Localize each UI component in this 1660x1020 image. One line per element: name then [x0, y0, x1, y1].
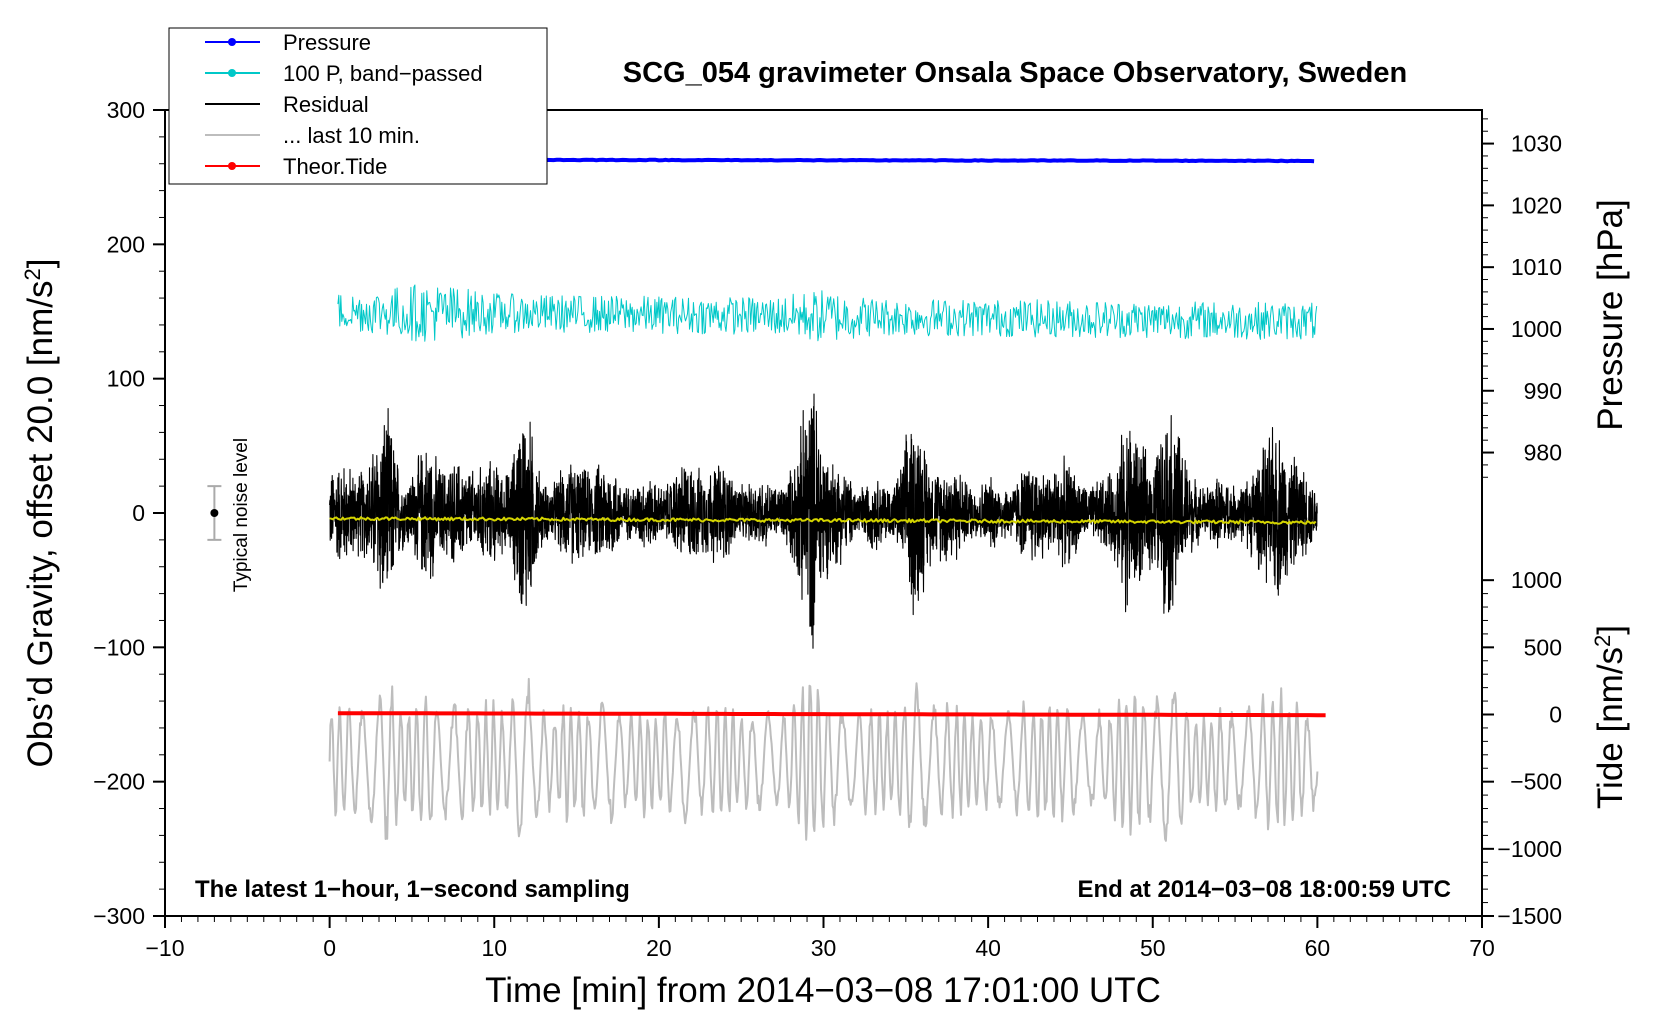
x-tick-label: 20 [646, 935, 672, 961]
x-tick-label: 30 [811, 935, 837, 961]
x-tick-label: 70 [1469, 935, 1495, 961]
legend: Pressure 100 P, band−passed Residual ... la… [168, 27, 548, 185]
legend-label: Theor.Tide [283, 154, 387, 179]
x-tick-label: 50 [1140, 935, 1166, 961]
y-axis-title-tide-end: ] [1591, 625, 1630, 635]
legend-box [168, 27, 548, 185]
series-residual-smoothed [329, 516, 1317, 525]
series-bandpassed-pressure [337, 284, 1318, 342]
x-tick-label: 60 [1305, 935, 1331, 961]
y-axis-title-left: Obs’d Gravity, offset 20.0 [nm/s2] [20, 259, 60, 768]
y-tick-label: 100 [107, 366, 145, 392]
x-tick-label: 0 [323, 935, 336, 961]
pressure-tick-label: 990 [1524, 378, 1562, 404]
legend-label: Residual [283, 92, 369, 117]
tide-tick-label: 500 [1524, 634, 1562, 660]
tide-tick-label: 1000 [1511, 567, 1562, 593]
y-tick-label: −300 [93, 903, 145, 929]
annotation-left: The latest 1−hour, 1−second sampling [195, 876, 630, 903]
legend-marker [228, 69, 236, 77]
x-axis-title: Time [min] from 2014−03−08 17:01:00 UTC [485, 971, 1161, 1010]
y-axis-title-tide-sup: 2 [1590, 635, 1615, 647]
legend-label: Pressure [283, 30, 371, 55]
x-tick-label: 40 [975, 935, 1001, 961]
noise-level-label: Typical noise level [231, 438, 252, 592]
y-tick-label: −100 [93, 634, 145, 660]
annotation-right: End at 2014−03−08 18:00:59 UTC [1077, 876, 1451, 903]
series-layer [207, 157, 1326, 842]
y-tick-label: 0 [132, 500, 145, 526]
pressure-tick-label: 1000 [1511, 316, 1562, 342]
x-tick-label: −10 [145, 935, 184, 961]
tide-tick-label: −1000 [1497, 836, 1562, 862]
pressure-tick-label: 1030 [1511, 131, 1562, 157]
noise-bar-center [210, 509, 219, 517]
pressure-tick-label: 1020 [1511, 192, 1562, 218]
x-tick-label: 10 [481, 935, 507, 961]
y-tick-label: −200 [93, 769, 145, 795]
y-axis-title-tide: Tide [nm/s2] [1590, 625, 1630, 809]
tide-tick-label: 0 [1549, 702, 1562, 728]
y-tick-label: 200 [107, 231, 145, 257]
y-axis-title-left-sup: 2 [20, 268, 45, 280]
legend-label: ... last 10 min. [283, 123, 420, 148]
y-axis-title-left-main: Obs’d Gravity, offset 20.0 [nm/s [21, 281, 60, 768]
series-theor-tide [337, 711, 1326, 718]
y-axis-title-left-end: ] [21, 259, 60, 269]
legend-marker [228, 38, 236, 46]
chart-title: SCG_054 gravimeter Onsala Space Observat… [623, 57, 1407, 89]
y-axis-title-tide-main: Tide [nm/s [1591, 647, 1630, 809]
pressure-tick-label: 980 [1524, 440, 1562, 466]
series-last-10-min [328, 677, 1319, 842]
tide-tick-label: −1500 [1497, 903, 1562, 929]
legend-marker [228, 162, 236, 170]
pressure-tick-label: 1010 [1511, 254, 1562, 280]
y-tick-label: 300 [107, 97, 145, 123]
y-axis-title-pressure: Pressure [hPa] [1591, 199, 1630, 431]
legend-label: 100 P, band−passed [283, 61, 483, 86]
axes-layer: −10 0 10 20 30 40 50 60 703002001000−100−200−300… [93, 97, 1562, 961]
tide-tick-label: −500 [1510, 769, 1562, 795]
legend-items: Pressure 100 P, band−passed Residual ... la… [205, 30, 483, 179]
